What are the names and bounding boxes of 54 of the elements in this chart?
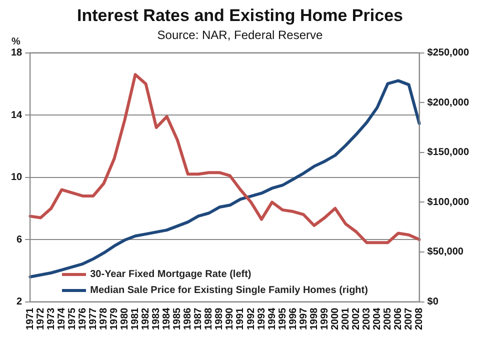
x-tick-label: 1973 bbox=[46, 307, 57, 330]
y2-tick-label: $100,000 bbox=[427, 196, 470, 208]
y2-tick-label: $150,000 bbox=[427, 147, 470, 158]
y-tick-label: 6 bbox=[16, 234, 23, 246]
x-tick-label: 1984 bbox=[162, 307, 173, 330]
x-tick-label: 2000 bbox=[330, 307, 341, 330]
x-tick-label: 1979 bbox=[109, 307, 120, 330]
x-tick-label: 1971 bbox=[24, 307, 36, 330]
y2-tick-label: $0 bbox=[427, 296, 439, 308]
x-tick-label: 1986 bbox=[182, 307, 194, 330]
x-tick-label: 1977 bbox=[88, 307, 99, 330]
x-tick-label: 2006 bbox=[393, 307, 404, 330]
x-tick-label: 1972 bbox=[35, 307, 46, 330]
x-tick-label: 1976 bbox=[77, 307, 88, 330]
y-tick-label: 18 bbox=[11, 48, 23, 59]
x-tick-label: 1994 bbox=[266, 307, 278, 330]
x-tick-label: 1987 bbox=[193, 307, 204, 330]
x-tick-label: 1999 bbox=[319, 307, 330, 330]
x-tick-label: 1995 bbox=[277, 307, 288, 330]
x-tick-label: 2003 bbox=[361, 307, 372, 330]
x-tick-label: 1985 bbox=[172, 307, 184, 330]
x-tick-label: 1975 bbox=[66, 307, 78, 330]
x-tick-label: 1991 bbox=[235, 307, 246, 330]
x-tick-label: 1980 bbox=[120, 307, 131, 330]
x-tick-label: 1996 bbox=[288, 307, 299, 330]
x-tick-label: 2002 bbox=[350, 307, 362, 330]
x-tick-label: 2001 bbox=[340, 307, 352, 330]
x-tick-label: 1998 bbox=[308, 307, 320, 330]
x-tick-label: 1981 bbox=[130, 307, 142, 330]
x-tick-label: 1988 bbox=[204, 307, 215, 330]
chart-title: Interest Rates and Existing Home Prices bbox=[77, 6, 403, 25]
y2-tick-label: $200,000 bbox=[427, 97, 470, 108]
x-tick-label: 1992 bbox=[246, 307, 257, 330]
y-tick-label: 2 bbox=[16, 296, 23, 308]
y2-tick-label: $250,000 bbox=[427, 48, 470, 59]
x-tick-label: 1974 bbox=[56, 307, 68, 330]
y2-tick-label: $50,000 bbox=[427, 246, 464, 258]
x-tick-label: 2007 bbox=[404, 307, 415, 330]
x-tick-label: 1990 bbox=[224, 307, 236, 330]
x-tick-label: 1989 bbox=[214, 307, 226, 330]
y-tick-label: 10 bbox=[11, 172, 23, 184]
legend-label: Median Sale Price for Existing Single Family Homes (right) bbox=[90, 284, 368, 298]
x-tick-label: 2004 bbox=[372, 307, 383, 330]
x-tick-label: 1982 bbox=[140, 307, 152, 330]
chart-subtitle: Source: NAR, Federal Reserve bbox=[157, 28, 324, 42]
y-axis-title: % bbox=[12, 36, 21, 48]
x-tick-label: 2005 bbox=[382, 307, 394, 330]
x-tick-label: 2008 bbox=[414, 307, 426, 330]
x-tick-label: 1997 bbox=[298, 307, 310, 330]
y-tick-label: 14 bbox=[11, 110, 23, 121]
x-tick-label: 1978 bbox=[98, 307, 110, 330]
x-tick-label: 1993 bbox=[256, 307, 268, 330]
legend-label: 30-Year Fixed Mortgage Rate (left) bbox=[90, 268, 252, 282]
x-tick-label: 1983 bbox=[151, 307, 162, 330]
